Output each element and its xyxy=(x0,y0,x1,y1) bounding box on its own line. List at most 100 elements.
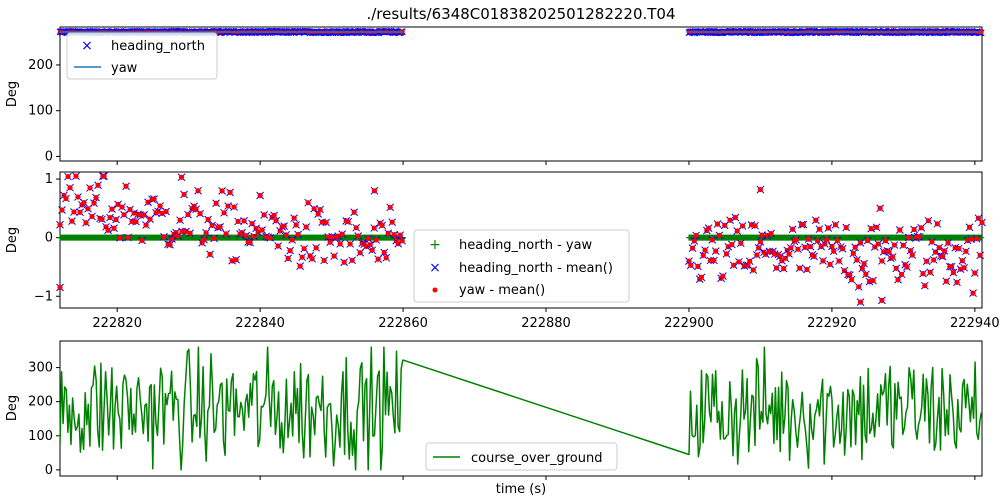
xtick-label: 222860 xyxy=(378,316,428,331)
yaw-mean-diff-point xyxy=(299,254,305,260)
yaw-mean-diff-point xyxy=(727,217,733,223)
yaw-mean-diff-point xyxy=(281,223,287,229)
yaw-mean-diff-point xyxy=(291,215,297,221)
yaw-mean-diff-point xyxy=(922,283,928,289)
yaw-mean-diff-point xyxy=(63,195,69,202)
yaw-mean-diff-point xyxy=(331,253,337,259)
yaw-mean-diff-point xyxy=(391,232,397,238)
yaw-mean-diff-point xyxy=(395,241,401,247)
yaw-mean-diff-point xyxy=(271,212,277,218)
yaw-mean-diff-point xyxy=(389,219,395,225)
yaw-mean-diff-point xyxy=(93,195,99,201)
yaw-mean-diff-point xyxy=(87,185,93,191)
yaw-mean-diff-point xyxy=(886,249,892,255)
yaw-mean-diff-point xyxy=(840,246,846,252)
panel2-legend-box xyxy=(413,229,630,303)
yaw-mean-diff-point xyxy=(732,214,739,221)
yaw-mean-diff-point xyxy=(907,247,914,254)
yaw-mean-diff-point xyxy=(800,221,806,228)
yaw-mean-diff-point xyxy=(857,299,864,305)
yaw-mean-diff-point xyxy=(820,258,826,264)
yaw-mean-diff-point xyxy=(757,186,764,193)
xtick-label: 222920 xyxy=(807,316,857,331)
yaw-mean-diff-point xyxy=(345,219,351,225)
yaw-mean-diff-point xyxy=(731,262,737,268)
yaw-mean-diff-point xyxy=(57,284,63,291)
legend-marker-yaw-mean xyxy=(432,287,438,293)
yaw-mean-diff-point xyxy=(900,242,906,248)
yaw-mean-diff-point xyxy=(709,237,715,243)
yaw-mean-diff-point xyxy=(293,222,299,228)
yaw-mean-diff-point xyxy=(59,207,65,213)
ytick-label: 0 xyxy=(45,463,53,478)
yaw-mean-diff-point xyxy=(267,235,273,241)
yaw-mean-diff-point xyxy=(305,200,311,206)
yaw-mean-diff-point xyxy=(940,253,946,260)
yaw-mean-diff-point xyxy=(323,219,329,226)
yaw-mean-diff-point xyxy=(950,269,957,276)
yaw-mean-diff-point xyxy=(898,271,905,277)
yaw-mean-diff-point xyxy=(283,232,289,238)
yaw-mean-diff-point xyxy=(289,237,295,243)
yaw-mean-diff-point xyxy=(351,209,357,215)
xtick-label: 222820 xyxy=(92,316,142,331)
yaw-mean-diff-point xyxy=(956,245,962,252)
yaw-mean-diff-point xyxy=(65,173,71,180)
yaw-mean-diff-point xyxy=(77,209,83,215)
yaw-mean-diff-point xyxy=(786,251,792,257)
yaw-mean-diff-point xyxy=(807,244,814,250)
yaw-mean-diff-point xyxy=(287,248,293,254)
yaw-mean-diff-point xyxy=(936,245,942,251)
yaw-mean-diff-point xyxy=(970,290,976,296)
yaw-mean-diff-point xyxy=(788,245,794,251)
yaw-mean-diff-point xyxy=(147,216,153,222)
yaw-mean-diff-point xyxy=(754,252,760,258)
ytick-label: 300 xyxy=(28,361,53,376)
yaw-mean-diff-point xyxy=(371,225,377,231)
yaw-mean-diff-point xyxy=(797,265,803,271)
heading-yaw-diff-point xyxy=(978,234,985,241)
yaw-mean-diff-point xyxy=(854,257,860,263)
yaw-mean-diff-point xyxy=(856,284,862,290)
yaw-mean-diff-point xyxy=(734,228,740,234)
legend-label-yaw-mean: yaw - mean() xyxy=(459,283,545,298)
yaw-mean-diff-point xyxy=(181,191,187,198)
yaw-mean-diff-point xyxy=(227,189,233,195)
yaw-mean-diff-point xyxy=(89,213,95,220)
yaw-mean-diff-point xyxy=(873,224,880,230)
yaw-mean-diff-point xyxy=(795,246,801,252)
xtick-label: 222840 xyxy=(235,316,285,331)
yaw-mean-diff-point xyxy=(133,219,139,225)
yaw-mean-diff-point xyxy=(909,252,915,258)
yaw-mean-diff-point xyxy=(793,237,799,243)
yaw-mean-diff-point xyxy=(932,249,939,255)
yaw-mean-diff-point xyxy=(722,222,728,228)
yaw-mean-diff-point xyxy=(231,204,237,210)
yaw-mean-diff-point xyxy=(201,237,207,243)
legend-label-yaw: yaw xyxy=(111,61,138,76)
yaw-mean-diff-point xyxy=(71,209,77,215)
yaw-mean-diff-point xyxy=(825,225,831,231)
legend-label-diff-yaw: heading_north - yaw xyxy=(459,238,593,253)
yaw-mean-diff-point xyxy=(816,226,822,232)
yaw-mean-diff-point xyxy=(125,234,131,241)
yaw-mean-diff-point xyxy=(713,248,719,254)
yaw-mean-diff-point xyxy=(959,258,965,264)
legend-label-heading-mean: heading_north - mean() xyxy=(459,261,613,276)
yaw-mean-diff-point xyxy=(115,201,121,207)
yaw-mean-diff-point xyxy=(924,258,930,264)
yaw-mean-diff-point xyxy=(81,199,87,206)
xtick-label: 222900 xyxy=(664,316,714,331)
panel-differences: −1 0 1 222820 222840 222860 222880 222900 222920… xyxy=(5,171,1000,331)
ytick-label: 0 xyxy=(45,231,53,246)
yaw-mean-diff-point xyxy=(157,203,163,209)
yaw-mean-diff-point xyxy=(373,237,379,243)
yaw-mean-diff-point xyxy=(109,206,115,212)
yaw-mean-diff-point xyxy=(890,254,896,260)
ytick-label: −1 xyxy=(34,289,53,304)
yaw-mean-diff-point xyxy=(209,222,215,228)
yaw-mean-diff-point xyxy=(197,211,203,217)
yaw-mean-diff-point xyxy=(961,265,967,271)
legend-label-heading-north: heading_north xyxy=(111,39,205,54)
yaw-mean-diff-point xyxy=(295,231,301,238)
